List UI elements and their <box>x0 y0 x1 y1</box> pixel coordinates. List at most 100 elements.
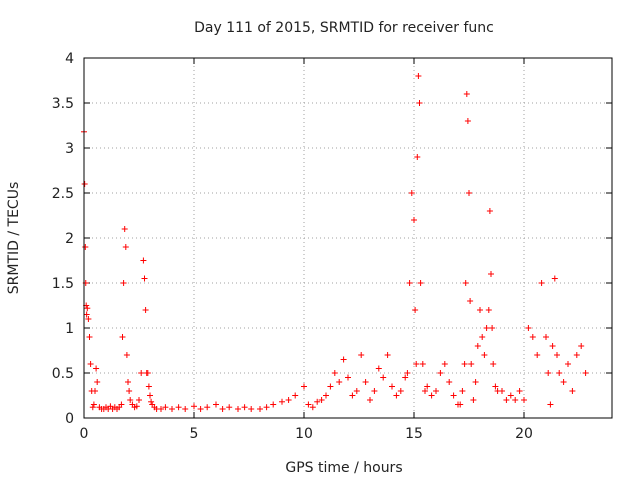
data-point <box>556 370 563 376</box>
data-point <box>538 280 545 286</box>
data-point <box>331 370 338 376</box>
data-point <box>560 379 567 385</box>
data-point <box>554 352 560 358</box>
data-point <box>142 307 149 313</box>
y-tick-label: 0 <box>65 411 74 427</box>
data-point <box>353 388 360 394</box>
data-point <box>481 352 488 358</box>
data-point <box>158 406 164 412</box>
data-point <box>270 401 277 408</box>
data-point <box>219 406 226 412</box>
data-point <box>127 397 134 403</box>
data-point <box>419 361 426 367</box>
data-point <box>349 392 356 399</box>
data-point <box>314 398 321 405</box>
data-point <box>309 404 316 411</box>
data-point <box>408 190 415 196</box>
y-axis-label: SRMTID / TECUs <box>6 182 22 295</box>
data-point <box>525 325 532 331</box>
data-point <box>437 370 444 376</box>
data-points <box>81 73 589 412</box>
data-point <box>89 404 96 411</box>
data-point <box>362 379 369 385</box>
data-point <box>279 398 285 405</box>
data-point <box>414 154 421 160</box>
data-point <box>565 361 571 367</box>
data-point <box>213 401 219 408</box>
y-tick-label: 3.5 <box>52 96 74 112</box>
data-point <box>86 334 93 340</box>
data-point <box>463 91 470 97</box>
data-point <box>483 325 490 331</box>
data-point <box>292 392 299 399</box>
data-point <box>492 383 499 390</box>
data-point <box>489 325 496 331</box>
data-point <box>285 397 292 403</box>
data-point <box>529 334 536 340</box>
data-point <box>301 383 307 390</box>
data-point <box>257 406 263 412</box>
data-point <box>162 404 169 411</box>
data-point <box>125 379 131 385</box>
data-point <box>248 406 255 412</box>
data-point <box>512 397 519 403</box>
data-point <box>375 365 382 372</box>
y-tick-label: 2 <box>65 231 74 247</box>
data-point <box>413 361 420 367</box>
data-point <box>503 397 510 403</box>
data-point <box>120 280 127 286</box>
data-point <box>327 383 334 390</box>
data-point <box>340 356 347 363</box>
data-point <box>122 244 129 250</box>
data-point <box>467 298 474 304</box>
data-point <box>145 383 152 390</box>
data-point <box>499 388 505 394</box>
data-point <box>85 316 92 322</box>
x-tick-label: 5 <box>190 426 199 442</box>
data-point <box>490 361 497 367</box>
data-point <box>468 361 475 367</box>
data-point <box>119 334 126 340</box>
ticks: 0 5 10 15 20 0 0.5 1 1.5 2 2.5 3 3.5 4 <box>52 51 612 442</box>
data-point <box>573 352 580 358</box>
data-point <box>402 374 409 381</box>
data-point <box>358 352 365 358</box>
data-point <box>138 370 145 376</box>
x-tick-label: 10 <box>295 426 313 442</box>
data-point <box>464 118 471 124</box>
data-point <box>415 73 422 79</box>
data-point <box>305 401 312 408</box>
data-point <box>433 388 439 394</box>
data-point <box>416 100 423 106</box>
data-point <box>389 383 395 390</box>
data-point <box>412 307 419 313</box>
data-point <box>323 392 329 399</box>
data-point <box>126 388 133 394</box>
data-point <box>84 305 91 312</box>
data-point <box>148 398 155 405</box>
data-point <box>92 388 98 394</box>
x-tick-label: 15 <box>405 426 423 442</box>
data-point <box>82 244 89 250</box>
data-point <box>578 343 585 349</box>
data-point <box>94 379 101 385</box>
data-point <box>462 280 469 286</box>
data-point <box>83 311 90 318</box>
data-point <box>406 280 413 286</box>
data-point <box>345 374 351 381</box>
data-point <box>371 388 378 394</box>
y-tick-label: 1 <box>65 321 74 337</box>
data-point <box>263 404 270 411</box>
data-point <box>87 361 94 367</box>
data-point <box>551 275 558 282</box>
data-point <box>516 388 523 394</box>
y-tick-label: 2.5 <box>52 186 74 202</box>
data-point <box>479 334 486 340</box>
data-point <box>367 397 373 403</box>
data-point <box>411 217 417 223</box>
y-tick-label: 0.5 <box>52 366 74 382</box>
data-point <box>441 361 448 367</box>
data-point <box>235 406 241 412</box>
